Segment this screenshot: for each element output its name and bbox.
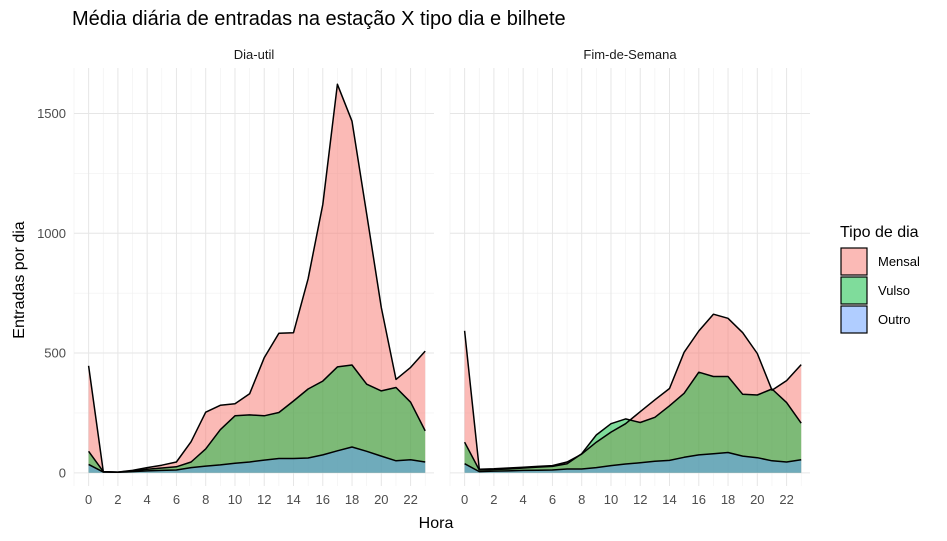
y-axis-title: Entradas por dia	[11, 221, 28, 339]
panel-strip-label: Fim-de-Semana	[583, 47, 677, 62]
x-tick-label: 8	[202, 492, 209, 507]
legend-label-outro: Outro	[878, 312, 911, 327]
legend-title: Tipo de dia	[840, 224, 919, 241]
y-tick-label: 0	[59, 465, 66, 480]
legend-swatch-outro	[840, 305, 868, 334]
y-tick-label: 500	[44, 346, 66, 361]
x-tick-label: 16	[316, 492, 330, 507]
series-area-vulso	[464, 372, 802, 473]
x-tick-label: 6	[549, 492, 556, 507]
x-tick-label: 18	[721, 492, 735, 507]
legend-swatch-mensal	[840, 247, 868, 276]
y-tick-label: 1500	[37, 106, 66, 121]
x-tick-label: 4	[520, 492, 527, 507]
x-tick-label: 20	[750, 492, 764, 507]
legend: Tipo de dia Mensal Vulso Outro	[840, 224, 920, 334]
x-tick-label: 14	[662, 492, 676, 507]
x-tick-label: 10	[228, 492, 242, 507]
panel-strip-label: Dia-util	[234, 47, 275, 62]
series-area-outro	[88, 447, 426, 473]
x-tick-label: 22	[403, 492, 417, 507]
x-tick-label: 2	[114, 492, 121, 507]
x-axis-title: Hora	[419, 515, 454, 532]
x-tick-label: 8	[578, 492, 585, 507]
chart-title: Média diária de entradas na estação X ti…	[72, 8, 566, 30]
x-tick-label: 22	[779, 492, 793, 507]
x-tick-label: 4	[144, 492, 151, 507]
x-tick-label: 16	[692, 492, 706, 507]
series-line-vulso	[87, 364, 426, 473]
series-line-mensal	[87, 83, 426, 473]
x-tick-label: 20	[374, 492, 388, 507]
y-tick-label: 1000	[37, 226, 66, 241]
series-line-outro	[88, 446, 426, 474]
legend-label-vulso: Vulso	[878, 283, 910, 298]
x-tick-label: 0	[461, 492, 468, 507]
x-tick-label: 12	[633, 492, 647, 507]
x-tick-label: 10	[604, 492, 618, 507]
legend-label-mensal: Mensal	[878, 254, 920, 269]
series-areas	[87, 83, 426, 474]
series-areas	[463, 313, 802, 473]
series-area-outro	[464, 452, 802, 473]
x-tick-label: 0	[85, 492, 92, 507]
x-tick-label: 6	[173, 492, 180, 507]
y-axis: 0 500 1000 1500	[37, 106, 66, 480]
legend-swatch-vulso	[840, 276, 868, 305]
x-tick-label: 14	[286, 492, 300, 507]
series-line-vulso	[463, 371, 802, 471]
x-axis: 0 2 4 6 8 10 12 14 16 18 20 22 0 2 4 6 8 10 12 14 16 18 20 22	[85, 492, 794, 507]
x-tick-label: 12	[257, 492, 271, 507]
panel-fim-de-semana: Fim-de-Semana	[449, 47, 810, 486]
x-tick-label: 18	[345, 492, 359, 507]
series-line-outro	[464, 451, 802, 473]
series-area-vulso	[88, 365, 426, 473]
panel-dia-util: Dia-util	[73, 47, 434, 486]
x-tick-label: 2	[490, 492, 497, 507]
